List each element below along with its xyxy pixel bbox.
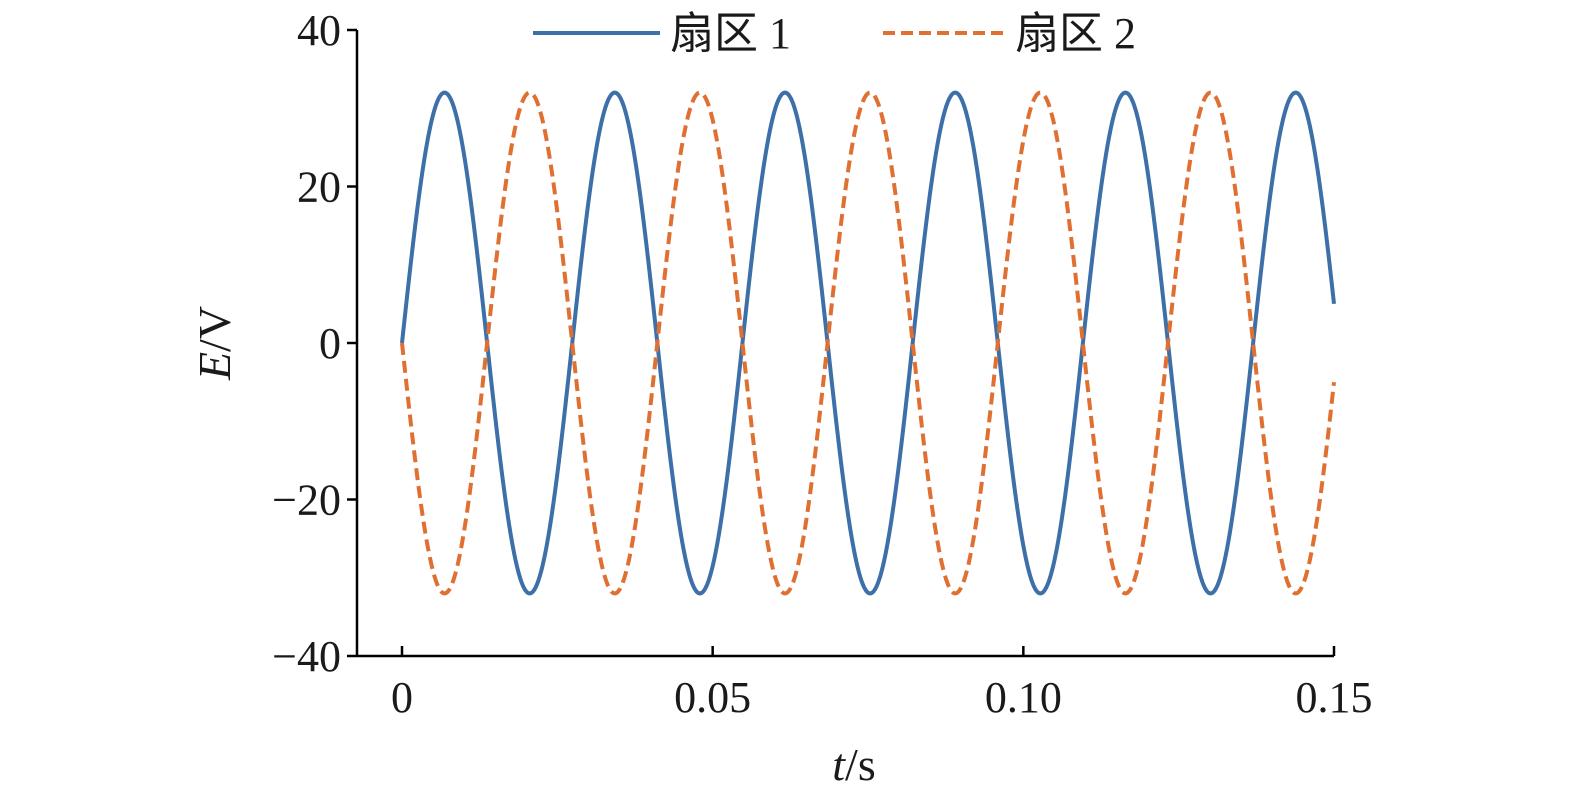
y-tick-label: 40 [297, 6, 341, 55]
y-tick-label: 0 [319, 319, 341, 368]
plot-area: −40 −20 0 20 40 0 0.05 0.10 0.15 [272, 6, 1372, 722]
x-axis-ticks: 0 0.05 0.10 0.15 [391, 646, 1373, 722]
legend-label-2: 扇区 2 [1015, 9, 1136, 58]
x-tick-label: 0.10 [985, 673, 1062, 722]
legend: 扇区 1 扇区 2 [533, 9, 1136, 58]
x-axis-title: t/s [832, 739, 875, 790]
y-axis-unit: /V [189, 306, 240, 352]
x-tick-label: 0.15 [1296, 673, 1373, 722]
y-axis-title: E/V [189, 306, 240, 381]
legend-label-1: 扇区 1 [670, 9, 791, 58]
x-axis-var: t [832, 739, 846, 790]
series-group [400, 90, 1336, 596]
y-tick-label: 20 [297, 163, 341, 212]
x-tick-label: 0.05 [674, 673, 751, 722]
y-axis-var: E [189, 352, 240, 381]
x-tick-label: 0 [391, 673, 413, 722]
x-axis-unit: /s [845, 739, 876, 790]
series-line-2 [400, 90, 1336, 596]
y-axis-ticks: −40 −20 0 20 40 [272, 6, 357, 681]
y-tick-label: −40 [272, 632, 341, 681]
y-tick-label: −20 [272, 476, 341, 525]
series-line-1 [400, 90, 1336, 596]
